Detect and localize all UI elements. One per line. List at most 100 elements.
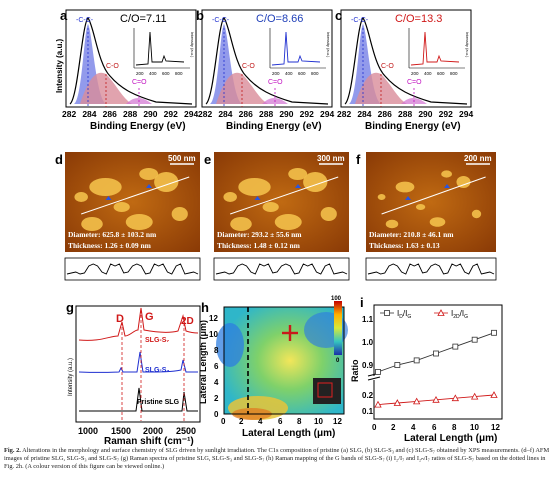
map-inset-image [313,378,341,404]
afm-flake [274,214,302,230]
afm-flake [139,168,159,180]
afm-flake [125,214,153,230]
raman-tick-2000: 2000 [143,426,163,436]
xps-panel-b: b -C-C- C-O C=O C/O=8.66 200 400 600 800 Intensit… [196,8,334,132]
afm-flake [415,204,426,210]
figure-caption: Fig. 2. Alterations in the morphology an… [4,447,550,471]
afm-scale-label: 500 nm [168,154,196,163]
ratio-panel: i 0.9 1.0 1.1 0.1 0.2 0 2 4 6 8 10 12 La… [350,295,503,444]
ratio-point-i2dig [451,394,460,402]
xps-tick: 288 [398,109,412,119]
panel-letter-f: f [356,152,361,167]
panel-letter-b: b [196,8,204,23]
ratio-ytick-01: 0.1 [362,407,374,416]
afm-profile-line [81,176,190,215]
afm-height-profile [213,257,350,281]
xps-tick: 284 [82,109,96,119]
map-ytick-0: 0 [214,410,219,419]
xps-inset-tick: 400 [424,71,432,76]
ratio-y-label: Ratio [350,359,360,382]
xps-panel-c: c -C-C- C-O C=O C/O=13.3 200 400 600 800 Intensit… [335,8,473,132]
afm-profile-trace [215,263,348,275]
xps-inset-survey [135,31,185,66]
xps-tick: 286 [378,109,392,119]
map-xtick-10: 10 [314,417,323,426]
map-xtick-12: 12 [333,417,342,426]
xps-tick: 284 [218,109,232,119]
ratio-xtick-0: 0 [372,423,377,432]
map-ytick-4: 4 [214,378,219,387]
afm-marker [444,184,450,188]
panel-letter-a: a [60,8,68,23]
map-y-label: Lateral Length (μm) [198,320,208,404]
map-xtick-4: 4 [258,417,263,426]
raman-series-label-2: SLG-S₃ [145,367,170,374]
xps-co-ratio: C/O=8.66 [256,13,303,25]
raman-map-panel: h 100 0 0 2 4 6 8 10 12 0 2 4 6 8 10 12 … [198,296,348,439]
raman-peak-d: D [116,313,124,325]
caption-text: Alterations in the morphology and surfac… [4,447,550,470]
map-blue-region [216,323,244,367]
xps-envelope [344,17,468,105]
xps-tick: 282 [62,109,76,119]
map-x-label: Lateral Length (μm) [242,428,335,439]
xps-inset-survey [410,31,460,66]
afm-scale-label: 200 nm [464,154,492,163]
xps-tick: 284 [357,109,371,119]
afm-flake [171,207,188,221]
xps-panel-a: a -C-C- C-O C=O C/O=7.11 200 400 600 800 Intensit… [55,8,198,132]
ratio-xtick-6: 6 [432,423,437,432]
map-frame [223,306,345,415]
afm-profile-trace [66,263,199,275]
ratio-point-idig [375,368,381,375]
xps-peak-coo: C=O [268,79,283,86]
xps-tick: 286 [103,109,117,119]
afm-flake [385,219,399,229]
map-ytick-6: 6 [214,362,219,371]
ratio-ytick-11: 1.1 [362,315,374,324]
legend-i2dig-label: I2D/IG [451,309,468,320]
xps-peak-co: C-O [106,63,119,70]
ratio-point-i2dig [393,399,402,406]
ratio-frame [373,304,503,420]
ratio-xtick-12: 12 [491,423,500,432]
ratio-point-idig [413,357,420,364]
ratio-point-idig [394,362,401,368]
xps-co-ratio: C/O=7.11 [120,13,167,25]
raman-series-label-3: Pristine SLG [137,399,180,406]
xps-inset-y-label: Intensity (a.u.) [326,32,331,58]
xps-tick: 288 [123,109,137,119]
raman-x-label: Raman shift (cm⁻¹) [104,436,194,447]
legend-idig-marker [384,310,390,316]
raman-panel: g D G 2D SLG-S₇ SLG-S₃ Pristine SLG 1000… [66,300,201,447]
raman-y-label: Intensity (a.u.) [68,358,74,396]
xps-inset-tick: 400 [285,71,293,76]
ratio-xtick-8: 8 [452,423,457,432]
map-xtick-0: 0 [221,417,226,426]
colorbar-min: 0 [336,358,340,364]
xps-x-label: Binding Energy (eV) [90,121,186,132]
afm-marker [105,196,112,200]
panel-letter-g: g [66,300,74,315]
xps-y-label: Intensity (a.u.) [55,38,64,93]
raman-peak-g: G [145,311,154,323]
colorbar-max: 100 [331,296,342,302]
afm-profile-line [381,176,486,215]
xps-inset-tick: 800 [450,71,458,76]
xps-tick: 294 [459,109,473,119]
ratio-point-i2dig [374,400,382,408]
map-ytick-8: 8 [214,346,219,355]
map-ytick-12: 12 [209,314,218,323]
xps-tick: 286 [239,109,253,119]
raman-tick-2500: 2500 [176,426,196,436]
afm-scale-label: 300 nm [317,154,345,163]
afm-diameter: Diameter: 210.8 ± 46.1 nm [369,230,454,239]
xps-tick: 282 [337,109,351,119]
xps-peak-co: C-O [242,63,255,70]
map-xtick-2: 2 [239,417,244,426]
xps-tick: 288 [259,109,273,119]
xps-peak-co: C-O [381,63,394,70]
xps-peak-cc: -C-C- [351,17,369,24]
panel-letter-e: e [204,152,211,167]
